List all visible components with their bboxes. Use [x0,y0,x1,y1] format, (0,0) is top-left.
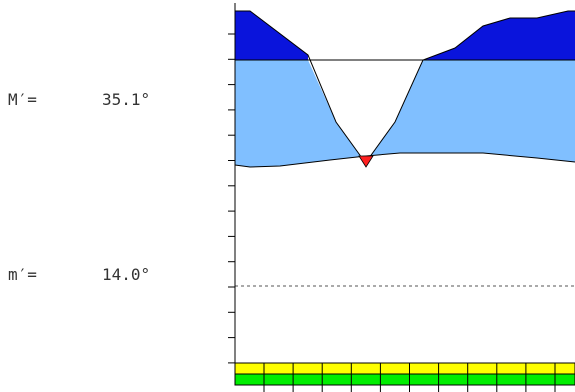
strip-dividers [263,363,556,392]
green-strip [234,373,575,386]
upper-profile-line [235,10,575,159]
upper-angle-label: M′= [8,90,37,109]
light-blue-region [235,60,575,167]
lower-angle-value: 14.0° [102,265,151,284]
dark-blue-region-right [423,11,575,60]
lower-angle-label: m′= [8,265,37,284]
upper-angle-value: 35.1° [102,90,151,109]
yellow-strip [234,362,575,375]
red-marker [358,155,374,168]
axis-ticks [228,33,235,364]
dark-blue-region [235,11,308,60]
